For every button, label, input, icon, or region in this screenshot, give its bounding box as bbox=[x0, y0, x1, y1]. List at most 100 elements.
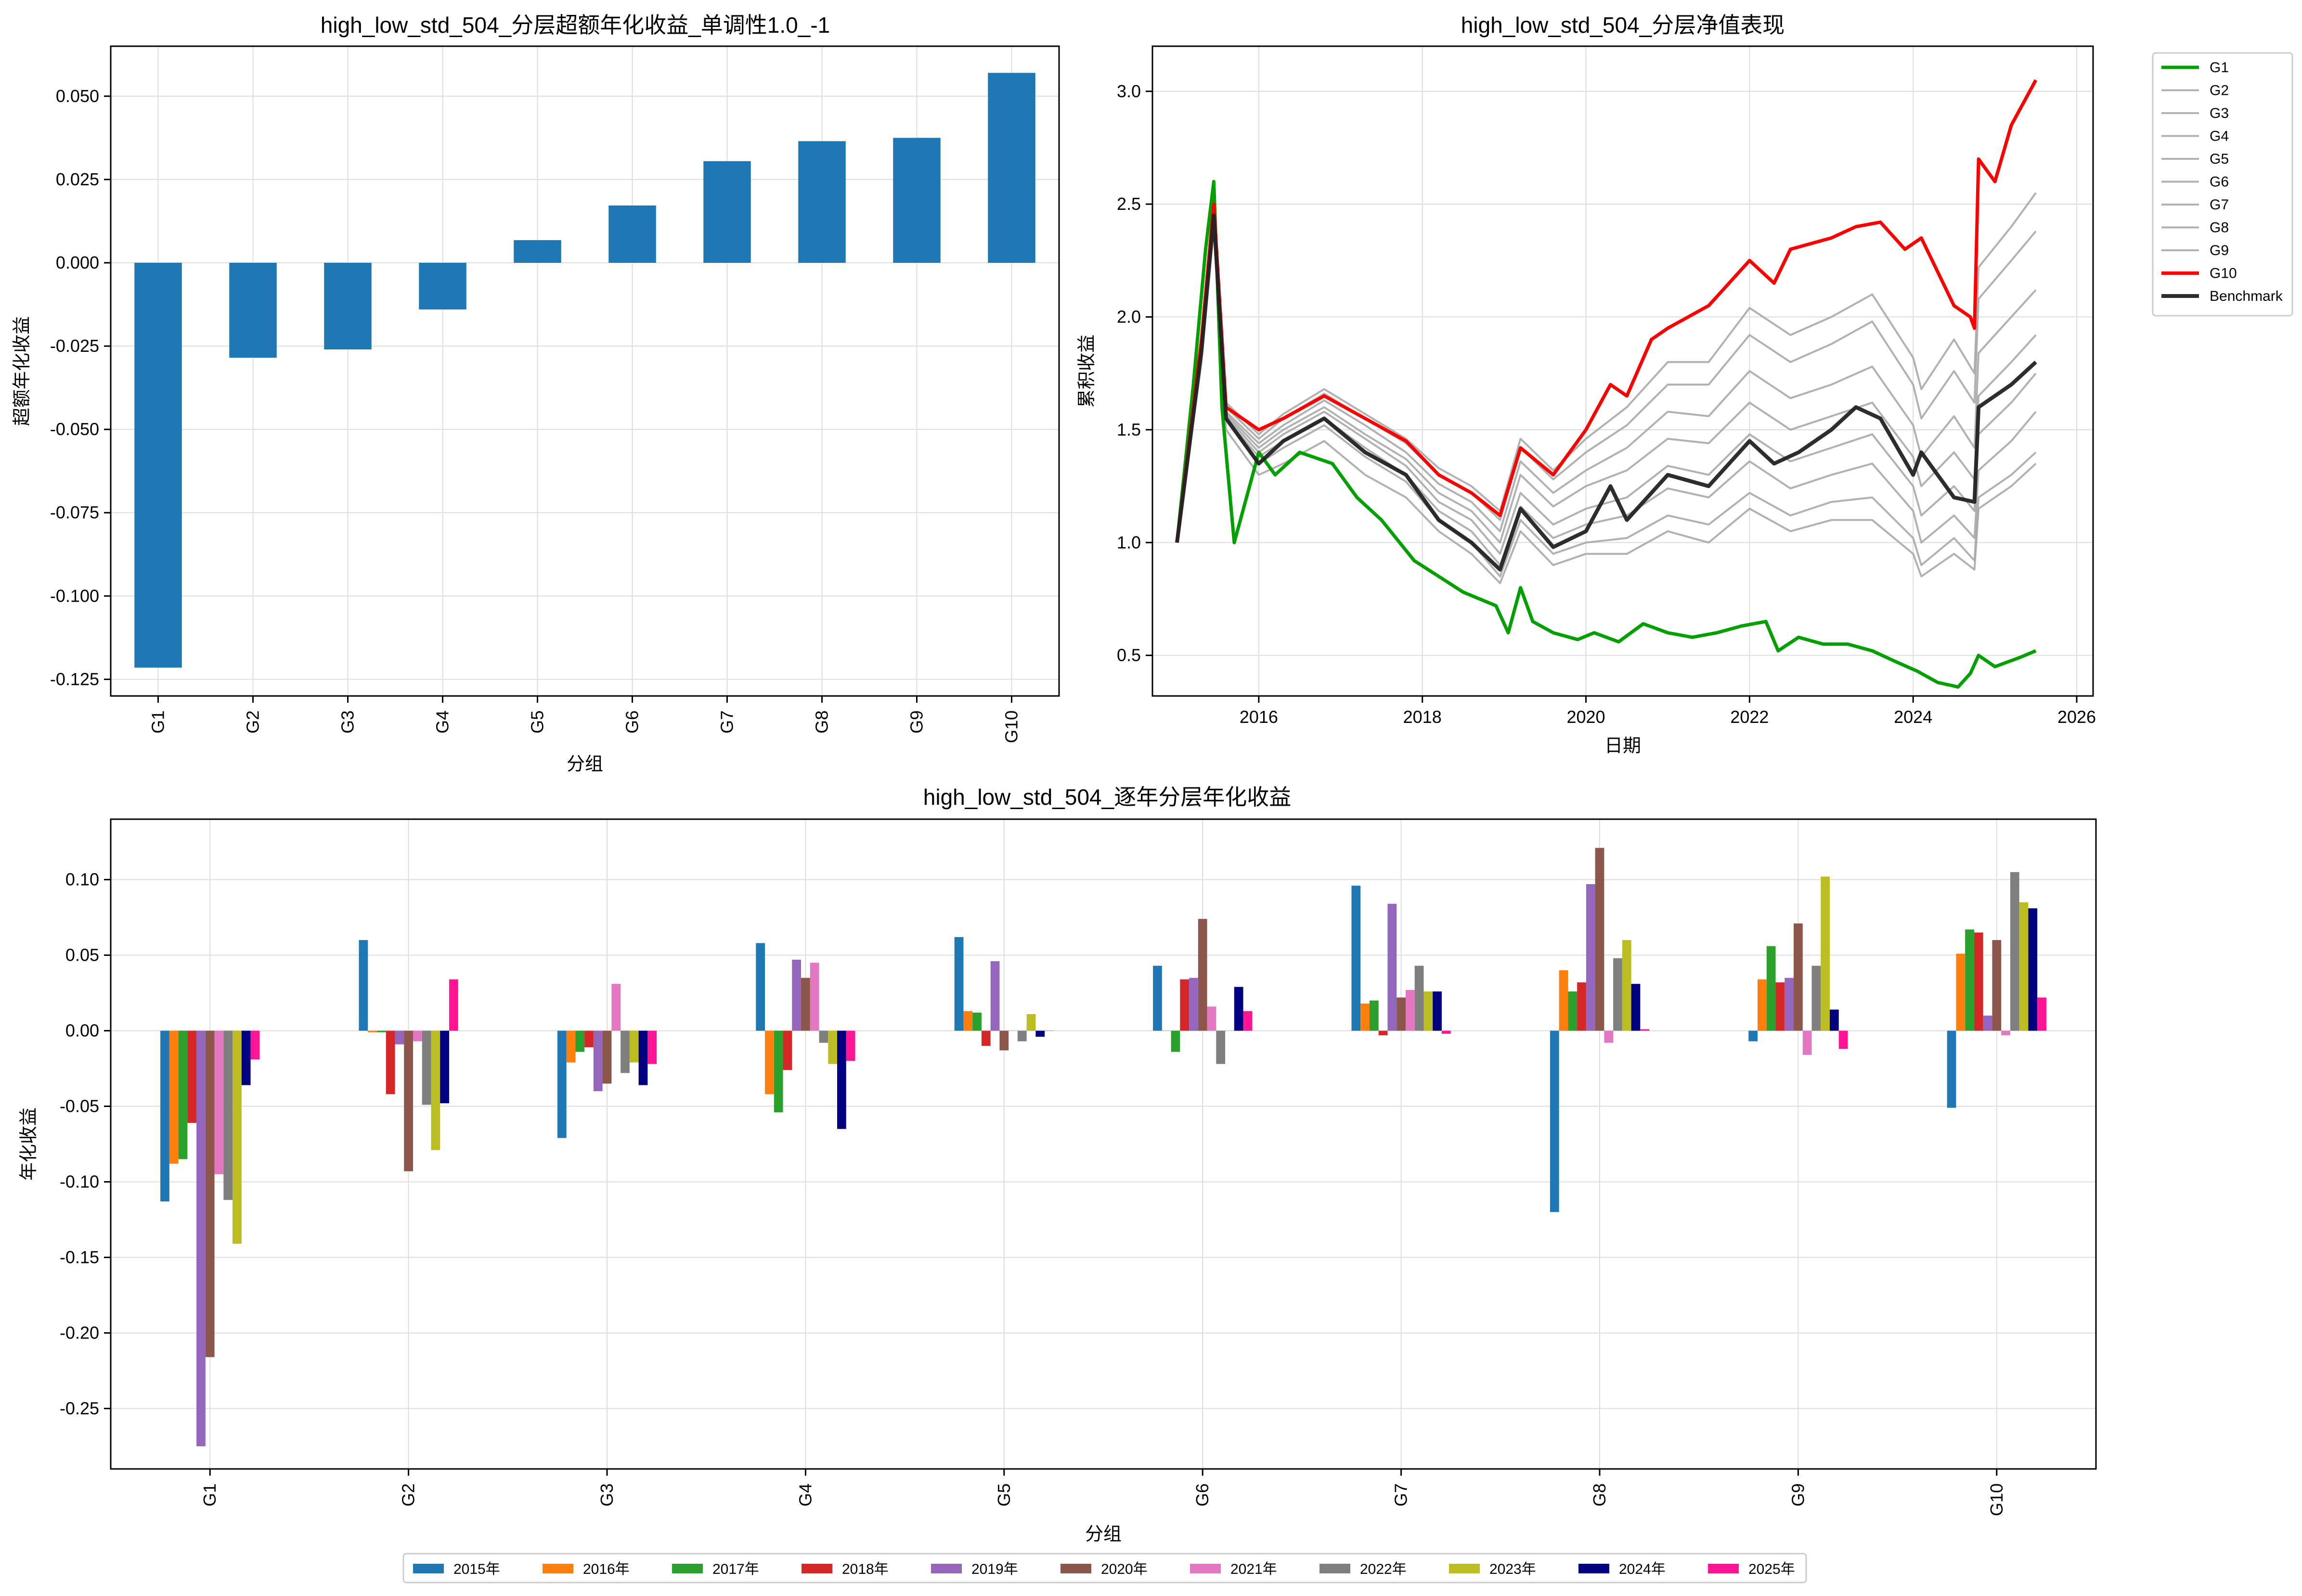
chart1-y-tick-label: -0.025 bbox=[50, 336, 99, 356]
chart1-y-tick-label: 0.050 bbox=[56, 86, 99, 106]
chart3-legend-label: 2023年 bbox=[1489, 1561, 1536, 1577]
chart3-legend-swatch bbox=[1708, 1564, 1739, 1573]
chart3-x-tick-label: G2 bbox=[399, 1483, 418, 1506]
chart2-plot-frame bbox=[1151, 45, 2094, 697]
chart1-x-tick-label: G9 bbox=[907, 710, 927, 734]
chart1-x-tick-label: G7 bbox=[717, 710, 737, 734]
chart3-y-tick-label: -0.25 bbox=[60, 1398, 99, 1418]
chart3-bar-g8-9 bbox=[1631, 984, 1641, 1031]
chart3-bar-g9-1 bbox=[1758, 979, 1767, 1031]
chart2-legend-label: G5 bbox=[2210, 151, 2229, 167]
chart3-bar-g3-9 bbox=[638, 1030, 648, 1085]
chart3-legend-swatch bbox=[672, 1564, 703, 1573]
chart3-bar-g9-0 bbox=[1748, 1030, 1758, 1042]
chart1-bar-g10 bbox=[988, 73, 1035, 263]
chart3-bar-g9-3 bbox=[1775, 982, 1785, 1031]
chart3-bars bbox=[160, 848, 2046, 1446]
chart1-bar-g2 bbox=[229, 263, 277, 358]
chart1-bar-g6 bbox=[608, 205, 656, 263]
chart3-bar-g9-4 bbox=[1785, 978, 1794, 1031]
chart1-x-tick-label: G8 bbox=[812, 710, 832, 734]
chart2-legend: G1 G2 G3 G4 G5 G6 G7 G8 G9 G10 Benchmark bbox=[2152, 52, 2293, 317]
chart3-bar-g6-0 bbox=[1153, 965, 1162, 1031]
chart3-bar-g7-7 bbox=[1414, 965, 1424, 1031]
chart1-bar-g8 bbox=[798, 141, 846, 263]
chart2-line-benchmark bbox=[1175, 213, 2037, 572]
nav-line-chart: high_low_std_504_分层净值表现 0.5 1.0 1.5 2.0 2.5 3… bbox=[1077, 13, 2293, 756]
chart3-legend-label: 2020年 bbox=[1101, 1561, 1148, 1577]
chart3-bar-g4-5 bbox=[801, 978, 810, 1031]
chart1-x-axis-label: 分组 bbox=[567, 754, 603, 774]
chart3-bar-g8-7 bbox=[1613, 958, 1622, 1031]
chart3-bar-g2-6 bbox=[413, 1030, 422, 1042]
chart3-bar-g6-3 bbox=[1180, 979, 1190, 1031]
chart3-bar-g4-8 bbox=[828, 1030, 838, 1064]
chart3-bar-g10-0 bbox=[1947, 1030, 1956, 1108]
chart1-y-tick-label: -0.100 bbox=[50, 586, 99, 605]
chart3-bar-g10-9 bbox=[2028, 908, 2038, 1031]
chart1-bar-g4 bbox=[419, 263, 466, 309]
chart2-line-g3 bbox=[1176, 214, 2037, 578]
chart3-legend-swatch bbox=[413, 1564, 444, 1573]
chart3-bar-g4-1 bbox=[765, 1030, 774, 1094]
chart3-y-tick-label: 0.10 bbox=[65, 870, 99, 889]
chart3-x-tick-label: G8 bbox=[1590, 1483, 1609, 1506]
chart3-y-ticks: -0.25 -0.20 -0.15 -0.10 -0.05 0.00 0.05 0.10 bbox=[60, 870, 111, 1418]
chart3-x-tick-label: G9 bbox=[1788, 1483, 1808, 1506]
chart3-bar-g4-4 bbox=[792, 959, 802, 1031]
chart1-y-tick-label: -0.050 bbox=[50, 419, 99, 439]
chart2-x-tick-label: 2022 bbox=[1730, 707, 1769, 727]
chart2-line-g10 bbox=[1175, 79, 2038, 543]
chart2-y-tick-label: 2.0 bbox=[1117, 307, 1141, 327]
chart3-bar-g1-6 bbox=[214, 1030, 224, 1174]
chart3-bar-g4-6 bbox=[810, 963, 819, 1031]
chart3-bar-g5-1 bbox=[963, 1011, 973, 1031]
chart3-bar-g5-2 bbox=[972, 1012, 982, 1031]
chart1-y-tick-label: 0.000 bbox=[56, 253, 99, 272]
chart3-legend-label: 2019年 bbox=[971, 1561, 1018, 1577]
chart3-bar-g1-2 bbox=[178, 1030, 188, 1159]
chart3-bar-g8-6 bbox=[1604, 1030, 1614, 1043]
chart3-bar-g4-0 bbox=[756, 943, 765, 1031]
chart3-legend-label: 2022年 bbox=[1360, 1561, 1407, 1577]
chart3-bar-g8-1 bbox=[1559, 970, 1568, 1031]
chart3-bar-g10-4 bbox=[1983, 1016, 1992, 1031]
chart3-bar-g10-1 bbox=[1956, 953, 1966, 1031]
chart3-bar-g7-0 bbox=[1351, 886, 1361, 1031]
chart3-bar-g8-8 bbox=[1622, 940, 1631, 1031]
chart3-legend-swatch bbox=[931, 1564, 962, 1573]
chart3-bar-g7-5 bbox=[1397, 997, 1406, 1031]
chart2-y-ticks: 0.5 1.0 1.5 2.0 2.5 3.0 bbox=[1117, 81, 1152, 665]
chart3-bar-g10-7 bbox=[2010, 872, 2019, 1031]
chart3-bar-g1-0 bbox=[160, 1030, 169, 1202]
chart3-bar-g3-7 bbox=[621, 1030, 630, 1073]
chart3-bar-g8-3 bbox=[1577, 982, 1586, 1031]
chart2-x-tick-label: 2018 bbox=[1403, 707, 1442, 727]
chart3-y-tick-label: -0.15 bbox=[60, 1247, 99, 1267]
chart2-legend-label: G2 bbox=[2210, 83, 2229, 99]
chart3-legend-swatch bbox=[543, 1564, 573, 1573]
chart1-y-axis-label: 超额年化收益 bbox=[12, 316, 32, 426]
chart2-y-tick-label: 1.5 bbox=[1117, 420, 1141, 439]
yearly-return-bar-chart: high_low_std_504_逐年分层年化收益 -0.25 -0.20 -0.1… bbox=[19, 785, 2097, 1583]
chart3-bar-g6-2 bbox=[1171, 1030, 1180, 1052]
chart2-legend-label: G3 bbox=[2210, 105, 2229, 121]
chart3-x-tick-label: G7 bbox=[1391, 1483, 1411, 1506]
chart2-x-axis-label: 日期 bbox=[1604, 736, 1641, 756]
chart3-legend-swatch bbox=[802, 1564, 832, 1573]
chart3-bar-g6-7 bbox=[1216, 1030, 1226, 1064]
chart2-lines bbox=[1175, 79, 2038, 689]
chart2-y-tick-label: 1.0 bbox=[1117, 532, 1141, 552]
chart2-legend-label: G6 bbox=[2210, 174, 2229, 190]
chart3-bar-g7-9 bbox=[1433, 991, 1442, 1031]
chart3-legend: 2015年 2016年 2017年 2018年 2019年 2020年 2021年 2022年… bbox=[402, 1553, 1807, 1583]
chart2-y-tick-label: 3.0 bbox=[1117, 81, 1141, 101]
chart3-bar-g5-7 bbox=[1017, 1030, 1027, 1042]
chart3-bar-g10-2 bbox=[1965, 929, 1974, 1031]
chart3-bar-g3-6 bbox=[611, 984, 621, 1031]
chart3-legend-swatch bbox=[1060, 1564, 1091, 1573]
chart3-bar-g9-5 bbox=[1794, 923, 1803, 1031]
chart2-legend-label: G4 bbox=[2210, 129, 2229, 144]
chart3-bar-g1-5 bbox=[205, 1030, 215, 1357]
chart3-bar-g10-5 bbox=[1992, 940, 2002, 1031]
